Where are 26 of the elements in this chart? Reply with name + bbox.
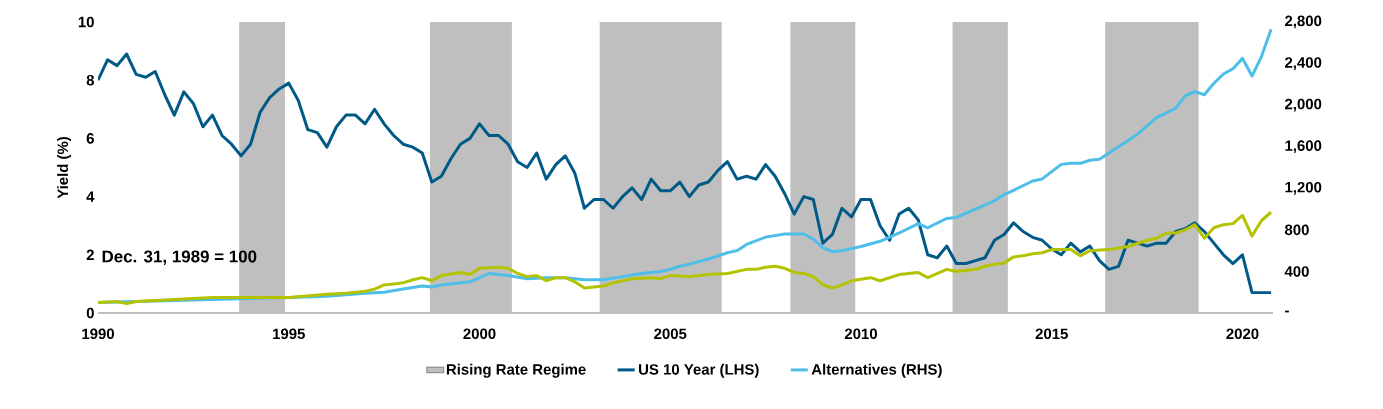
legend-label: US 10 Year (LHS) xyxy=(639,363,759,378)
x-tick-label: 2020 xyxy=(1226,328,1259,340)
legend-label: Rising Rate Regime xyxy=(446,363,586,378)
y-axis-title: Yield (%) xyxy=(57,136,72,199)
x-tick-label: 2010 xyxy=(844,328,877,340)
x-tick-label: 1995 xyxy=(273,328,305,340)
x-tick-label: 1990 xyxy=(82,328,114,340)
y2-tick-label: 1,200 xyxy=(1285,181,1322,195)
y2-tick-label: 400 xyxy=(1284,266,1309,277)
y-tick-label: 6 xyxy=(86,133,94,144)
x-tick-label: 2015 xyxy=(1035,328,1068,340)
y-tick-label: 0 xyxy=(86,307,94,319)
y2-tick-label: 2,400 xyxy=(1285,57,1322,70)
y2-tick-label: 1,600 xyxy=(1285,140,1322,154)
y-tick-label: 4 xyxy=(86,191,95,202)
legend-label: Alternatives (RHS) xyxy=(811,363,942,378)
y2-tick-label: - xyxy=(1285,310,1289,313)
x-tick-label: 2005 xyxy=(654,328,687,340)
y-tick-label: 10 xyxy=(78,16,94,28)
x-tick-label: 2000 xyxy=(463,328,496,340)
annotation: Dec. 31, 1989 = 100 xyxy=(102,250,257,265)
y2-tick-label: 2,000 xyxy=(1285,98,1322,112)
y2-tick-label: 2,800 xyxy=(1285,15,1322,29)
y-tick-label: 2 xyxy=(86,249,94,261)
y-tick-label: 8 xyxy=(86,74,95,86)
y2-tick-label: 800 xyxy=(1284,224,1309,236)
